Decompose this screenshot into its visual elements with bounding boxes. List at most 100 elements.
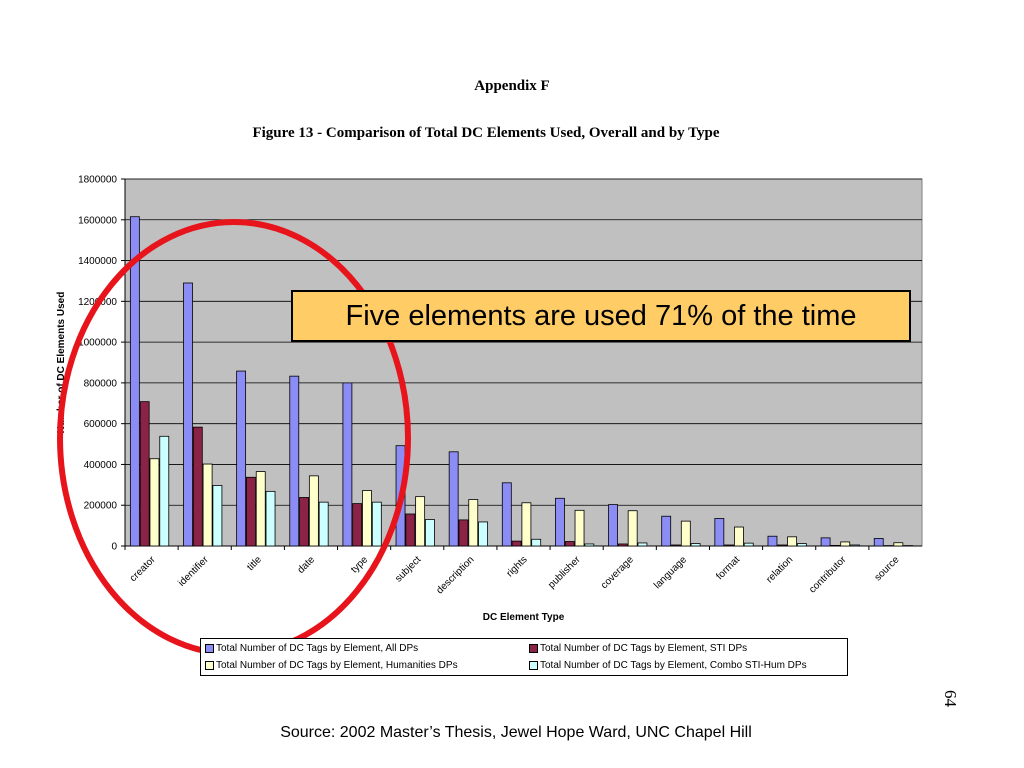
bar (265, 490, 276, 547)
callout-box: Five elements are used 71% of the time (291, 290, 911, 342)
y-tick-label: 200000 (84, 501, 118, 512)
y-tick-label: 800000 (84, 378, 118, 389)
figure-title: Figure 13 - Comparison of Total DC Eleme… (252, 125, 720, 141)
bar (690, 543, 701, 547)
legend-item-all-dps: Total Number of DC Tags by Element, All … (205, 643, 418, 654)
bar (468, 499, 479, 547)
x-tick-label: contributor (807, 554, 849, 596)
bar (478, 521, 488, 547)
bar (405, 513, 416, 547)
bar (318, 501, 329, 547)
bar (425, 519, 435, 547)
x-tick-label: rights (505, 554, 530, 579)
appendix-heading: Appendix F (474, 78, 550, 94)
bar (796, 543, 807, 547)
bar (129, 216, 140, 547)
x-tick-label: coverage (599, 554, 636, 591)
legend-label-sti-dps: Total Number of DC Tags by Element, STI … (540, 643, 748, 654)
bar (743, 542, 754, 547)
bar (661, 515, 672, 547)
chart-legend: Total Number of DC Tags by Element, All … (200, 638, 848, 676)
legend-swatch-sti-dps (529, 644, 538, 653)
bar (608, 504, 618, 547)
bar (192, 426, 203, 547)
x-tick-label: subject (393, 554, 423, 584)
y-tick-label: 1800000 (78, 175, 117, 186)
x-tick-label: description (435, 554, 477, 596)
bar (342, 382, 353, 547)
x-tick-label: identifier (176, 554, 211, 589)
bar (734, 526, 744, 547)
bar (767, 535, 778, 547)
bar (820, 537, 831, 547)
bar (202, 463, 213, 547)
page-number: 64 (941, 690, 960, 707)
x-axis-label: DC Element Type (483, 612, 565, 623)
bar (584, 543, 595, 547)
x-tick-label: source (873, 554, 902, 583)
bar (255, 471, 266, 547)
bar (883, 545, 894, 547)
bar (289, 375, 300, 547)
x-tick-label: creator (128, 554, 158, 584)
bar (149, 458, 160, 547)
bar (531, 538, 542, 547)
bar (521, 502, 532, 547)
y-tick-label: 1600000 (78, 215, 117, 226)
bar (308, 475, 319, 547)
bar (787, 536, 797, 547)
bar (714, 518, 725, 547)
legend-swatch-combo-dps (529, 661, 538, 670)
bar (873, 538, 884, 547)
legend-swatch-all-dps (205, 644, 214, 653)
x-tick-label: title (245, 554, 264, 573)
y-tick-label: 400000 (84, 460, 118, 471)
bar (724, 544, 735, 547)
y-tick-label: 1400000 (78, 256, 117, 267)
legend-swatch-humanities-dps (205, 661, 214, 670)
bar (840, 541, 851, 547)
bar (458, 519, 469, 547)
legend-item-humanities-dps: Total Number of DC Tags by Element, Huma… (205, 660, 458, 671)
bar (893, 542, 904, 547)
bar (637, 542, 648, 547)
bar (501, 482, 512, 547)
bar (212, 485, 223, 547)
bar (139, 401, 150, 547)
bar (511, 540, 522, 547)
bar (415, 496, 426, 547)
bar (617, 543, 628, 547)
bar (564, 541, 575, 547)
bar (627, 510, 638, 547)
bar (777, 544, 788, 547)
bar (448, 451, 459, 547)
y-axis-label: Number of DC Elements Used (56, 292, 67, 434)
bar (183, 282, 193, 547)
x-tick-label: publisher (546, 554, 583, 591)
bar (159, 435, 170, 547)
x-tick-label: relation (764, 554, 795, 585)
bar (362, 490, 372, 547)
bar (299, 497, 309, 547)
y-tick-label: 0 (111, 542, 117, 553)
legend-label-humanities-dps: Total Number of DC Tags by Element, Huma… (216, 660, 458, 671)
x-tick-label: language (652, 554, 689, 591)
y-tick-label: 1000000 (78, 338, 117, 349)
bar (830, 544, 841, 547)
bar (246, 476, 256, 547)
bar (574, 509, 585, 547)
bar (371, 501, 382, 547)
x-tick-label: date (296, 554, 318, 576)
source-citation: Source: 2002 Master’s Thesis, Jewel Hope… (280, 724, 752, 741)
bar (352, 503, 363, 547)
bar (903, 545, 914, 547)
legend-item-combo-dps: Total Number of DC Tags by Element, Comb… (529, 660, 807, 671)
y-tick-label: 600000 (84, 419, 118, 430)
legend-label-combo-dps: Total Number of DC Tags by Element, Comb… (540, 660, 807, 671)
x-tick-label: format (714, 554, 742, 582)
legend-item-sti-dps: Total Number of DC Tags by Element, STI … (529, 643, 747, 654)
legend-label-all-dps: Total Number of DC Tags by Element, All … (216, 643, 419, 654)
bar (680, 520, 691, 547)
bar (671, 544, 681, 547)
